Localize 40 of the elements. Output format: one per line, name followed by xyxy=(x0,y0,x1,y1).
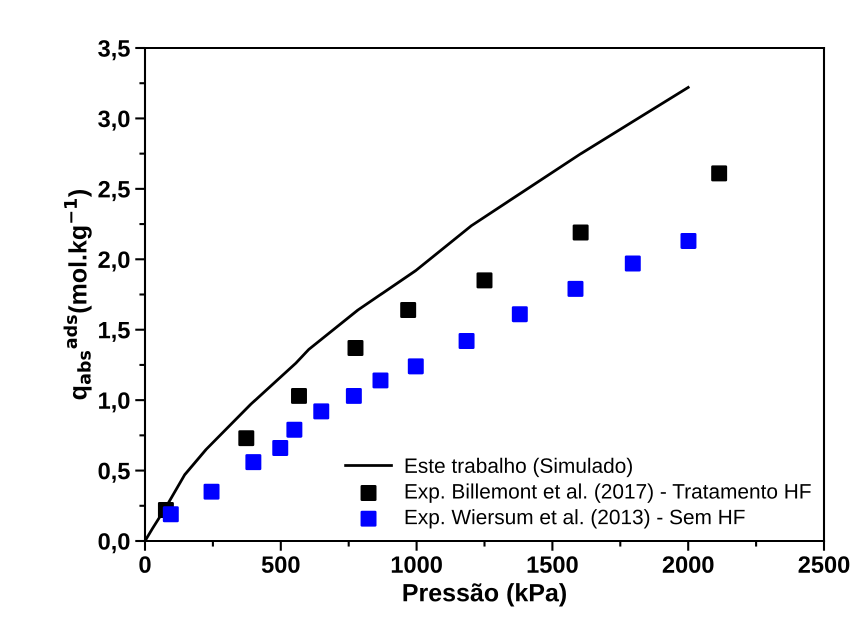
y-tick-label: 3,5 xyxy=(98,40,130,60)
point xyxy=(408,358,424,374)
point xyxy=(680,232,696,249)
y-tick-label: 2,5 xyxy=(98,180,130,202)
x-tick-label: 2000 xyxy=(662,556,714,573)
point xyxy=(272,440,288,456)
y-axis-title: q$_{abs}$$^{ads}$(mol.kg$^{−1}$) xyxy=(64,190,92,400)
point xyxy=(458,333,475,349)
point xyxy=(372,372,388,388)
y-tick-label: 3,0 xyxy=(98,110,130,131)
point xyxy=(238,430,254,446)
point xyxy=(313,403,330,420)
x-tick-label: 1500 xyxy=(528,556,578,573)
point xyxy=(512,306,528,322)
point xyxy=(346,388,362,404)
x-tick-label: 1000 xyxy=(392,556,442,573)
point xyxy=(291,388,307,404)
y-tick-label: 0,0 xyxy=(98,533,130,554)
point xyxy=(245,454,262,470)
y-tick-label: 1,5 xyxy=(99,322,130,342)
point xyxy=(476,272,492,288)
point xyxy=(204,484,220,500)
point xyxy=(348,340,364,356)
point xyxy=(572,224,589,240)
y-tick-label: 1,0 xyxy=(99,392,130,412)
x-tick-label: 2500 xyxy=(798,556,850,573)
point xyxy=(286,422,302,438)
x-tick-label: 500 xyxy=(262,556,300,573)
point xyxy=(624,256,641,272)
legend-label: Exp. Wiersum et al. (2013) - Sem HF xyxy=(406,509,745,528)
x-tick-label: 0 xyxy=(139,556,151,573)
y-tick-label: 2,0 xyxy=(98,251,130,272)
point xyxy=(711,165,728,182)
y-tick-label: 0,5 xyxy=(98,462,130,483)
point xyxy=(400,302,416,318)
point xyxy=(162,506,179,522)
legend-label: Exp. Billemont et al. (2017) - Tratamento HF xyxy=(406,483,811,503)
x-axis-title: Pressão (kPa) xyxy=(403,583,566,606)
legend-label: Este trabalho (Simulado) xyxy=(406,458,632,478)
point xyxy=(568,280,584,297)
